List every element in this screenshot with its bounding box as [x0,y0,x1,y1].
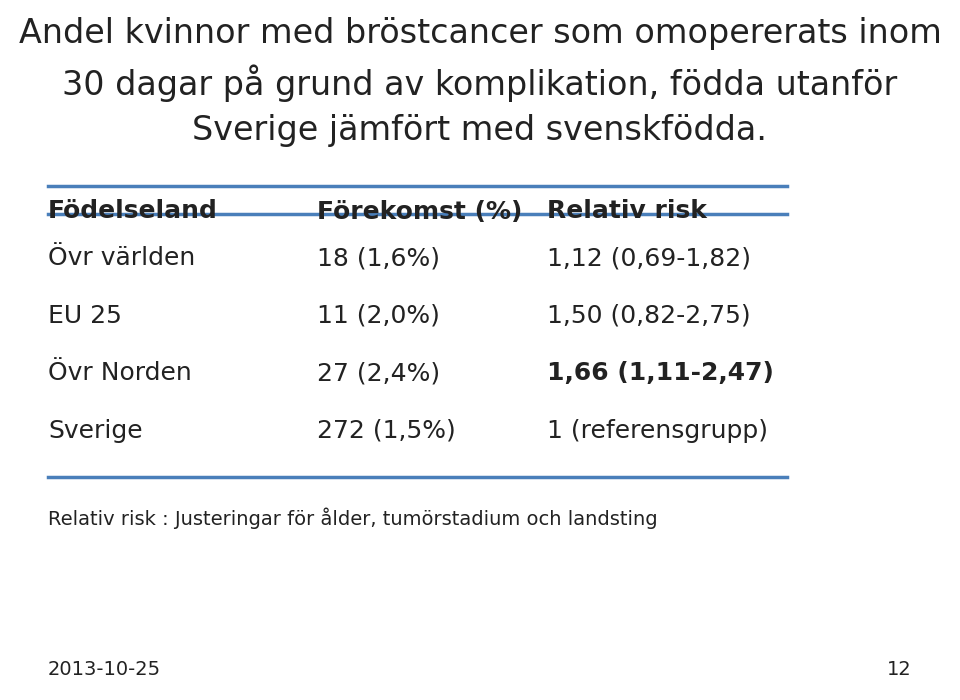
Text: 1,12 (0,69-1,82): 1,12 (0,69-1,82) [547,246,751,270]
Text: Andel kvinnor med bröstcancer som omopererats inom
30 dagar på grund av komplika: Andel kvinnor med bröstcancer som omoper… [18,18,942,146]
Text: 27 (2,4%): 27 (2,4%) [317,361,440,385]
Text: Relativ risk: Relativ risk [547,199,708,223]
Text: EU 25: EU 25 [48,304,122,328]
Text: Förekomst (%): Förekomst (%) [317,199,522,223]
Text: 18 (1,6%): 18 (1,6%) [317,246,440,270]
Text: Födelseland: Födelseland [48,199,218,223]
Text: Relativ risk : Justeringar för ålder, tumörstadium och landsting: Relativ risk : Justeringar för ålder, tu… [48,508,658,529]
Text: 1,50 (0,82-2,75): 1,50 (0,82-2,75) [547,304,751,328]
Text: 1 (referensgrupp): 1 (referensgrupp) [547,419,768,442]
Text: 272 (1,5%): 272 (1,5%) [317,419,456,442]
Text: Övr världen: Övr världen [48,246,195,270]
Text: 11 (2,0%): 11 (2,0%) [317,304,440,328]
Text: 12: 12 [887,660,912,679]
Text: Sverige: Sverige [48,419,143,442]
Text: Övr Norden: Övr Norden [48,361,192,385]
Text: 1,66 (1,11-2,47): 1,66 (1,11-2,47) [547,361,774,385]
Text: 2013-10-25: 2013-10-25 [48,660,161,679]
